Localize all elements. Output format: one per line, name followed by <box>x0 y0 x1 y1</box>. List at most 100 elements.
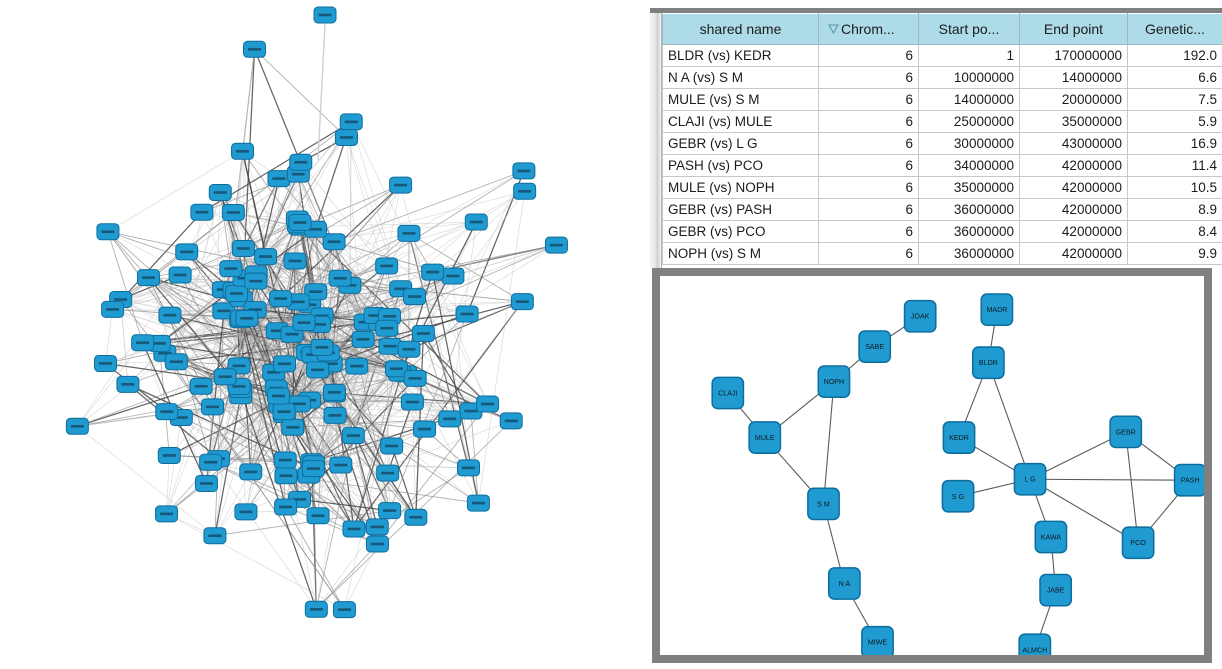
cell-start_point[interactable]: 1 <box>918 44 1020 67</box>
large-network-node[interactable] <box>404 508 428 526</box>
large-network-edge[interactable] <box>175 192 221 362</box>
large-network-edge[interactable] <box>245 363 332 513</box>
large-network-edge[interactable] <box>241 317 287 476</box>
cell-start_point[interactable]: 10000000 <box>918 66 1020 89</box>
large-network-node[interactable] <box>375 257 399 275</box>
large-network-edge[interactable] <box>77 274 181 427</box>
large-network-node[interactable] <box>131 334 155 352</box>
cell-end_point[interactable]: 35000000 <box>1019 110 1128 133</box>
large-network-edge[interactable] <box>356 301 523 367</box>
large-network-node[interactable] <box>345 357 369 375</box>
large-network-node[interactable] <box>289 153 313 171</box>
column-header-genetic[interactable]: Genetic... <box>1127 13 1222 45</box>
large-network-edge[interactable] <box>112 212 234 310</box>
large-network-edge[interactable] <box>313 463 317 610</box>
large-network-edge[interactable] <box>105 361 177 364</box>
large-network-edge[interactable] <box>292 184 401 428</box>
large-network-node[interactable] <box>234 503 258 521</box>
large-network-node[interactable] <box>272 403 296 421</box>
large-network-node[interactable] <box>322 233 346 251</box>
large-network-node[interactable] <box>158 306 182 324</box>
large-network-node[interactable] <box>304 600 328 618</box>
large-network-node[interactable] <box>231 142 255 160</box>
large-network-edge[interactable] <box>285 475 378 528</box>
subnetwork-node[interactable]: BLDR <box>971 346 1005 380</box>
large-network-node[interactable] <box>267 170 291 188</box>
large-network-node[interactable] <box>274 498 298 516</box>
large-network-edge[interactable] <box>422 333 451 419</box>
large-network-node[interactable] <box>313 6 337 24</box>
large-network-node[interactable] <box>351 330 375 348</box>
cell-start_point[interactable]: 30000000 <box>918 132 1020 155</box>
subnetwork-node[interactable]: MULE <box>748 421 782 454</box>
cell-start_point[interactable]: 35000000 <box>918 176 1020 199</box>
cell-end_point[interactable]: 170000000 <box>1019 44 1128 67</box>
table-row[interactable]: CLAJI (vs) MULE 6 25000000 35000000 5.9 <box>662 110 1222 133</box>
large-network-edge[interactable] <box>389 313 468 511</box>
large-network-edge[interactable] <box>386 190 525 267</box>
large-network-edge[interactable] <box>164 296 415 354</box>
large-network-node[interactable] <box>304 283 328 301</box>
cell-genetic[interactable]: 5.9 <box>1127 110 1222 133</box>
large-network-node[interactable] <box>116 375 140 393</box>
large-network-node[interactable] <box>155 505 179 523</box>
cell-end_point[interactable]: 43000000 <box>1019 132 1128 155</box>
large-network-edge[interactable] <box>340 464 417 518</box>
large-network-edge[interactable] <box>166 455 170 514</box>
large-network-edge[interactable] <box>299 498 390 512</box>
cell-shared_name[interactable]: NOPH (vs) S M <box>662 242 819 265</box>
subnetwork-node[interactable]: NOPH <box>817 365 851 399</box>
column-header-chromosome[interactable]: Chrom... <box>818 13 919 45</box>
large-network-edge[interactable] <box>238 386 392 447</box>
large-network-edge[interactable] <box>120 299 252 473</box>
large-network-node[interactable] <box>157 446 181 464</box>
cell-chromosome[interactable]: 6 <box>818 198 919 221</box>
cell-genetic[interactable]: 11.4 <box>1127 154 1222 177</box>
large-network-node[interactable] <box>201 398 225 416</box>
cell-shared_name[interactable]: BLDR (vs) KEDR <box>662 44 819 67</box>
large-network-edge[interactable] <box>391 445 479 504</box>
large-network-node[interactable] <box>190 203 214 221</box>
large-network-edge[interactable] <box>408 233 479 504</box>
large-network-edge[interactable] <box>333 170 525 243</box>
subnetwork-node[interactable]: MADR <box>980 293 1014 327</box>
large-network-node[interactable] <box>513 182 537 200</box>
large-network-edge[interactable] <box>364 321 472 412</box>
subnetwork-node[interactable]: S G <box>941 479 975 513</box>
large-network-node[interactable] <box>365 535 389 553</box>
large-network-node[interactable] <box>208 183 232 201</box>
subnetwork-node[interactable]: CLAJI <box>711 376 745 410</box>
large-network-edge[interactable] <box>333 278 341 393</box>
large-network-node[interactable] <box>292 314 316 332</box>
large-network-node[interactable] <box>155 403 179 421</box>
cell-chromosome[interactable]: 6 <box>818 44 919 67</box>
cell-genetic[interactable]: 6.6 <box>1127 66 1222 89</box>
cell-shared_name[interactable]: MULE (vs) S M <box>662 88 819 111</box>
cell-genetic[interactable]: 8.9 <box>1127 198 1222 221</box>
large-network-edge[interactable] <box>299 420 512 500</box>
large-network-node[interactable] <box>466 494 490 512</box>
large-network-node[interactable] <box>329 456 353 474</box>
table-row[interactable]: NOPH (vs) S M 6 36000000 42000000 9.9 <box>662 242 1222 265</box>
large-network-node[interactable] <box>199 453 223 471</box>
large-network-edge[interactable] <box>77 385 202 427</box>
large-network-node[interactable] <box>168 266 192 284</box>
large-network-edge[interactable] <box>299 221 477 228</box>
large-network-edge[interactable] <box>241 151 267 257</box>
cell-start_point[interactable]: 34000000 <box>918 154 1020 177</box>
subnetwork-edge[interactable] <box>1029 478 1139 544</box>
large-network-edge[interactable] <box>408 233 523 303</box>
cell-shared_name[interactable]: N A (vs) S M <box>662 66 819 89</box>
cell-shared_name[interactable]: GEBR (vs) L G <box>662 132 819 155</box>
large-network-node[interactable] <box>175 243 199 261</box>
large-network-edge[interactable] <box>377 403 488 545</box>
cell-chromosome[interactable]: 6 <box>818 176 919 199</box>
large-network-edge[interactable] <box>408 191 525 350</box>
subnetwork-node[interactable]: JABE <box>1039 573 1073 607</box>
large-network-node[interactable] <box>306 361 330 379</box>
large-network-node[interactable] <box>136 269 160 287</box>
subnetwork-edge[interactable] <box>987 362 1031 480</box>
large-network-edge[interactable] <box>353 301 523 530</box>
table-row[interactable]: MULE (vs) S M 6 14000000 20000000 7.5 <box>662 88 1222 111</box>
large-network-node[interactable] <box>397 224 421 242</box>
